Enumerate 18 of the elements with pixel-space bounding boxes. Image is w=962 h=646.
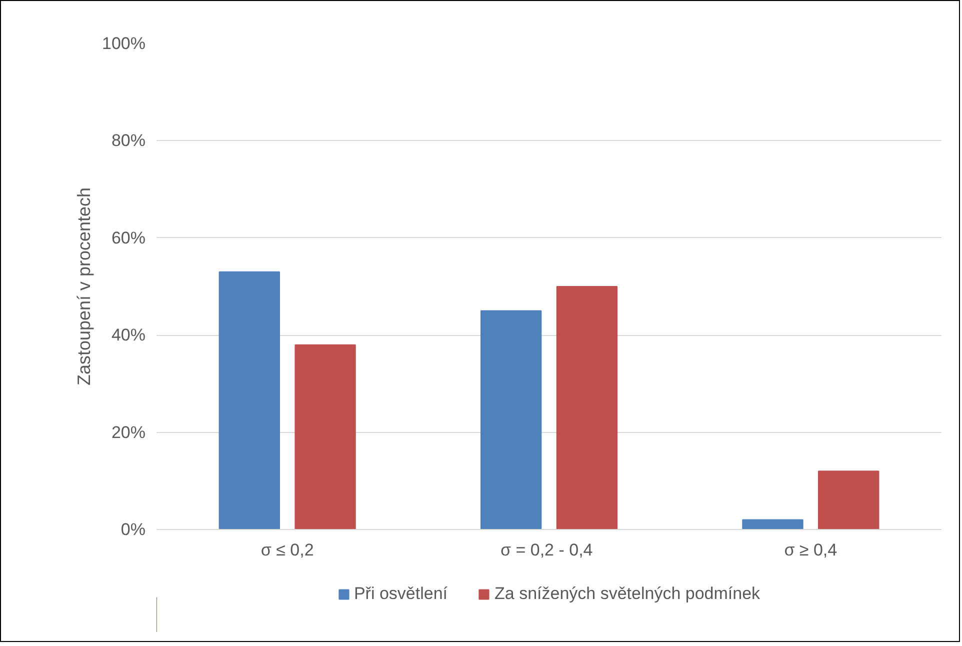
- x-tick-label: σ = 0,2 - 0,4: [500, 540, 593, 560]
- y-tick-label: 60%: [111, 228, 146, 248]
- y-tick-label: 40%: [111, 326, 146, 345]
- bar: [218, 271, 280, 530]
- y-axis-title: Zastoupení v procentech: [74, 187, 94, 386]
- bar: [556, 286, 618, 530]
- bar: [480, 310, 542, 530]
- legend-label: Za snížených světelných podmínek: [494, 584, 760, 604]
- y-tick-label: 80%: [111, 131, 146, 150]
- x-tick-label: σ ≤ 0,2: [260, 540, 314, 560]
- y-tick-label: 100%: [102, 34, 146, 53]
- bar: [294, 344, 356, 530]
- y-tick-label: 0%: [120, 520, 146, 539]
- bar: [818, 470, 880, 530]
- y-tick-label: 20%: [111, 422, 146, 442]
- bar: [742, 519, 804, 530]
- legend-label: Při osvětlení: [354, 584, 448, 604]
- x-tick-label: σ ≥ 0,4: [784, 540, 838, 560]
